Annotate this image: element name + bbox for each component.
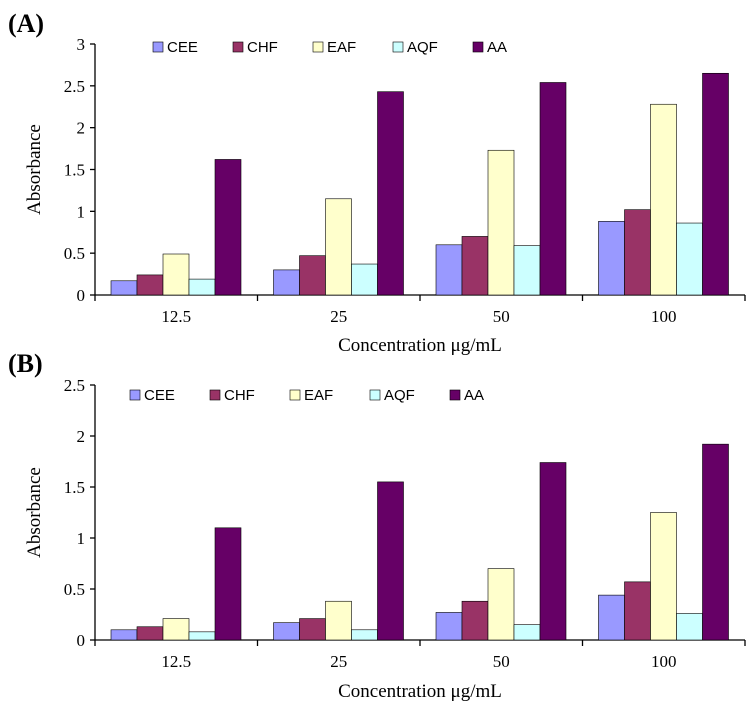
bar-eaf-12.5 bbox=[162, 253, 190, 296]
x-tick-label: 100 bbox=[651, 652, 677, 671]
y-axis-title: Absorbance bbox=[24, 467, 45, 558]
bar-aqf-25 bbox=[351, 629, 378, 641]
bar-chf-25 bbox=[299, 618, 326, 641]
bar-chf-12.5 bbox=[136, 626, 164, 641]
legend-label-eaf: EAF bbox=[304, 387, 333, 404]
bar-aa-100 bbox=[702, 72, 729, 296]
bar-cee-25 bbox=[273, 622, 300, 641]
legend-swatch-cee bbox=[152, 41, 164, 53]
legend-swatch-aa bbox=[472, 41, 484, 53]
legend-swatch-aa bbox=[449, 389, 461, 401]
legend-label-aqf: AQF bbox=[407, 39, 438, 56]
y-tick-label: 0.5 bbox=[64, 244, 85, 263]
y-tick-label: 3 bbox=[77, 35, 86, 54]
bar-cee-50 bbox=[435, 244, 463, 296]
bar-eaf-50 bbox=[487, 149, 515, 296]
legend-label-eaf: EAF bbox=[327, 39, 356, 56]
legend-label-chf: CHF bbox=[224, 387, 255, 404]
bar-aqf-12.5 bbox=[188, 278, 216, 296]
y-tick-label: 2 bbox=[77, 119, 86, 138]
bar-chf-50 bbox=[461, 236, 489, 296]
chart-panel-a: (A) 0 0.5 1 1.5 2 2.5 3 12.5 25 50 100 CEE CHF EAF AQF A… bbox=[8, 9, 746, 356]
x-tick-label: 12.5 bbox=[161, 307, 191, 326]
x-tick-label: 50 bbox=[493, 307, 510, 326]
legend-label-cee: CEE bbox=[144, 387, 175, 404]
y-tick-label: 1.5 bbox=[64, 161, 85, 180]
legend-swatch-eaf bbox=[312, 41, 324, 53]
y-tick-label: 2 bbox=[77, 427, 86, 446]
legend-swatch-eaf bbox=[289, 389, 301, 401]
x-tick-label: 25 bbox=[330, 652, 347, 671]
y-tick-label: 2.5 bbox=[64, 77, 85, 96]
bar-chf-50 bbox=[461, 600, 489, 641]
legend-label-aa: AA bbox=[487, 39, 507, 56]
x-tick-label: 12.5 bbox=[161, 652, 191, 671]
x-tick-label: 25 bbox=[330, 307, 347, 326]
bar-cee-100 bbox=[598, 221, 625, 296]
bar-eaf-100 bbox=[650, 512, 677, 641]
bar-eaf-25 bbox=[325, 600, 352, 641]
x-tick-label: 100 bbox=[651, 307, 677, 326]
y-tick-label: 2.5 bbox=[64, 376, 85, 395]
bar-cee-50 bbox=[435, 612, 463, 641]
bar-aa-50 bbox=[539, 82, 567, 296]
y-tick-label: 0.5 bbox=[64, 580, 85, 599]
y-tick-label: 0 bbox=[77, 631, 86, 650]
bar-aa-25 bbox=[377, 91, 404, 296]
y-tick-label: 1.5 bbox=[64, 478, 85, 497]
bar-aqf-25 bbox=[351, 263, 378, 296]
bar-aa-50 bbox=[539, 462, 567, 641]
bar-cee-100 bbox=[598, 594, 625, 641]
bar-aqf-100 bbox=[676, 222, 703, 296]
panel-label: (A) bbox=[8, 9, 44, 38]
bar-aqf-50 bbox=[513, 624, 541, 641]
legend-label-aa: AA bbox=[464, 387, 484, 404]
x-axis-title: Concentration μg/mL bbox=[338, 681, 502, 702]
y-tick-label: 1 bbox=[77, 202, 86, 221]
bar-aqf-50 bbox=[513, 245, 541, 296]
bar-aa-12.5 bbox=[214, 159, 242, 296]
bar-eaf-100 bbox=[650, 103, 677, 296]
legend-label-chf: CHF bbox=[247, 39, 278, 56]
bar-cee-12.5 bbox=[110, 280, 138, 296]
legend-swatch-aqf bbox=[392, 41, 404, 53]
x-tick-label: 50 bbox=[493, 652, 510, 671]
panel-label: (B) bbox=[8, 349, 43, 378]
bar-aqf-12.5 bbox=[188, 631, 216, 641]
bar-eaf-12.5 bbox=[162, 618, 190, 641]
chart-panel-b: (B) 0 0.5 1 1.5 2 2.5 12.5 25 50 100 CEE CHF EAF AQF AA… bbox=[8, 349, 746, 702]
bar-chf-100 bbox=[624, 581, 651, 641]
bar-aqf-100 bbox=[676, 613, 703, 641]
bar-aa-12.5 bbox=[214, 527, 242, 641]
bar-chf-25 bbox=[299, 255, 326, 296]
x-axis-title: Concentration μg/mL bbox=[338, 335, 502, 356]
bar-aa-100 bbox=[702, 443, 729, 641]
bar-eaf-50 bbox=[487, 568, 515, 641]
legend-label-cee: CEE bbox=[167, 39, 198, 56]
y-tick-label: 0 bbox=[77, 286, 86, 305]
y-axis-title: Absorbance bbox=[24, 124, 45, 215]
bar-cee-25 bbox=[273, 269, 300, 296]
legend-swatch-chf bbox=[209, 389, 221, 401]
legend-swatch-chf bbox=[232, 41, 244, 53]
bar-aa-25 bbox=[377, 481, 404, 641]
bar-eaf-25 bbox=[325, 198, 352, 296]
bar-chf-100 bbox=[624, 209, 651, 296]
legend-label-aqf: AQF bbox=[384, 387, 415, 404]
bar-cee-12.5 bbox=[110, 629, 138, 641]
legend-swatch-cee bbox=[129, 389, 141, 401]
legend-swatch-aqf bbox=[369, 389, 381, 401]
y-tick-label: 1 bbox=[77, 529, 86, 548]
bar-chf-12.5 bbox=[136, 274, 164, 296]
